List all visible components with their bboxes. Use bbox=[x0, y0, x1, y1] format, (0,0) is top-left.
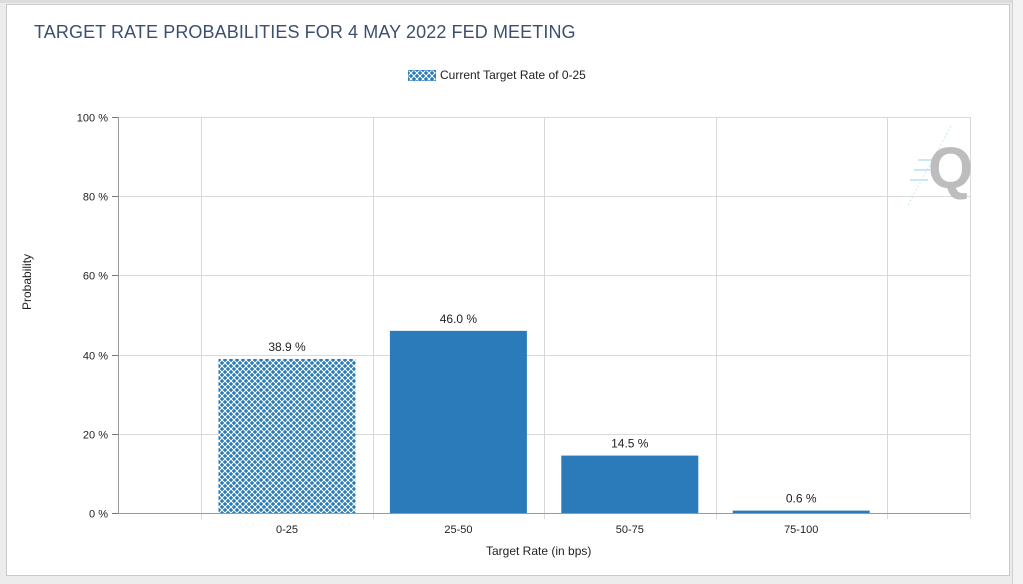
chart-title: TARGET RATE PROBABILITIES FOR 4 MAY 2022… bbox=[34, 22, 576, 42]
data-label: 14.5 % bbox=[611, 437, 649, 451]
legend-label: Current Target Rate of 0-25 bbox=[440, 68, 586, 82]
bar-50-75 bbox=[561, 455, 699, 513]
data-label: 38.9 % bbox=[268, 340, 306, 354]
bar-25-50 bbox=[389, 330, 527, 513]
chart-legend: Current Target Rate of 0-25 bbox=[408, 68, 586, 82]
bar-75-100 bbox=[732, 510, 870, 513]
y-tick-label: 60 % bbox=[83, 271, 108, 283]
x-tick-label: 75-100 bbox=[784, 524, 818, 536]
y-tick-label: 20 % bbox=[83, 430, 108, 442]
data-label: 0.6 % bbox=[786, 492, 817, 506]
x-tick-label: 25-50 bbox=[444, 524, 472, 536]
bar-0-25 bbox=[218, 358, 356, 513]
y-tick-label: 0 % bbox=[89, 509, 108, 521]
y-tick-label: 40 % bbox=[83, 351, 108, 363]
top-border bbox=[0, 0, 1023, 3]
y-tick-label: 80 % bbox=[83, 192, 108, 204]
svg-text:Q: Q bbox=[928, 136, 973, 201]
scrollbar-edge bbox=[1012, 0, 1023, 584]
data-label: 46.0 % bbox=[440, 312, 478, 326]
x-axis-label: Target Rate (in bps) bbox=[486, 544, 592, 558]
y-tick-label: 100 % bbox=[77, 113, 108, 125]
x-tick-label: 0-25 bbox=[276, 524, 298, 536]
x-tick-label: 50-75 bbox=[616, 524, 644, 536]
q-logo-watermark: Q bbox=[907, 123, 973, 206]
legend-swatch-hatched bbox=[408, 69, 436, 81]
